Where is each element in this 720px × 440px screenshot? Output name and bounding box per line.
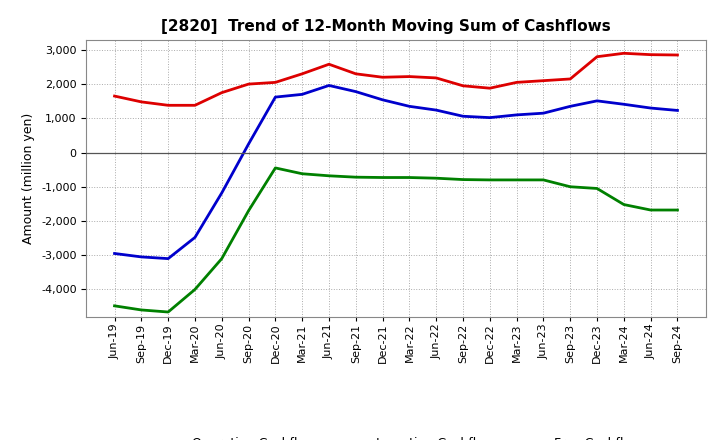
Free Cashflow: [271, 95, 279, 100]
Investing Cashflow: [539, 177, 548, 183]
Free Cashflow: [647, 106, 655, 111]
Free Cashflow: [164, 256, 173, 261]
Operating Cashflow: [191, 103, 199, 108]
Investing Cashflow: [647, 207, 655, 213]
Investing Cashflow: [405, 175, 414, 180]
Free Cashflow: [539, 110, 548, 116]
Operating Cashflow: [244, 81, 253, 87]
Operating Cashflow: [298, 71, 307, 77]
Legend: Operating Cashflow, Investing Cashflow, Free Cashflow: Operating Cashflow, Investing Cashflow, …: [146, 432, 646, 440]
Investing Cashflow: [110, 303, 119, 308]
Investing Cashflow: [217, 256, 226, 261]
Free Cashflow: [244, 141, 253, 147]
Line: Investing Cashflow: Investing Cashflow: [114, 168, 678, 312]
Investing Cashflow: [513, 177, 521, 183]
Text: [2820]  Trend of 12-Month Moving Sum of Cashflows: [2820] Trend of 12-Month Moving Sum of C…: [161, 19, 611, 34]
Operating Cashflow: [566, 76, 575, 81]
Operating Cashflow: [485, 85, 494, 91]
Investing Cashflow: [271, 165, 279, 171]
Operating Cashflow: [619, 51, 628, 56]
Free Cashflow: [378, 97, 387, 103]
Investing Cashflow: [137, 307, 145, 312]
Investing Cashflow: [351, 175, 360, 180]
Free Cashflow: [619, 102, 628, 107]
Free Cashflow: [485, 115, 494, 120]
Free Cashflow: [513, 112, 521, 117]
Operating Cashflow: [351, 71, 360, 77]
Investing Cashflow: [298, 171, 307, 176]
Investing Cashflow: [378, 175, 387, 180]
Operating Cashflow: [459, 83, 467, 88]
Operating Cashflow: [593, 54, 601, 59]
Free Cashflow: [217, 190, 226, 195]
Investing Cashflow: [593, 186, 601, 191]
Operating Cashflow: [325, 62, 333, 67]
Investing Cashflow: [432, 176, 441, 181]
Free Cashflow: [298, 92, 307, 97]
Operating Cashflow: [271, 80, 279, 85]
Operating Cashflow: [513, 80, 521, 85]
Line: Operating Cashflow: Operating Cashflow: [114, 53, 678, 105]
Line: Free Cashflow: Free Cashflow: [114, 85, 678, 259]
Investing Cashflow: [164, 309, 173, 315]
Free Cashflow: [593, 98, 601, 103]
Operating Cashflow: [164, 103, 173, 108]
Investing Cashflow: [325, 173, 333, 179]
Free Cashflow: [137, 254, 145, 260]
Operating Cashflow: [539, 78, 548, 83]
Free Cashflow: [325, 83, 333, 88]
Free Cashflow: [673, 108, 682, 113]
Free Cashflow: [110, 251, 119, 256]
Operating Cashflow: [378, 75, 387, 80]
Free Cashflow: [566, 104, 575, 109]
Investing Cashflow: [566, 184, 575, 189]
Free Cashflow: [432, 107, 441, 113]
Operating Cashflow: [673, 52, 682, 58]
Investing Cashflow: [619, 202, 628, 207]
Operating Cashflow: [217, 90, 226, 95]
Operating Cashflow: [432, 75, 441, 81]
Operating Cashflow: [405, 74, 414, 79]
Operating Cashflow: [137, 99, 145, 105]
Investing Cashflow: [459, 177, 467, 182]
Free Cashflow: [405, 104, 414, 109]
Operating Cashflow: [110, 93, 119, 99]
Free Cashflow: [351, 89, 360, 94]
Investing Cashflow: [485, 177, 494, 183]
Operating Cashflow: [647, 52, 655, 57]
Investing Cashflow: [191, 287, 199, 292]
Investing Cashflow: [673, 207, 682, 213]
Free Cashflow: [459, 114, 467, 119]
Investing Cashflow: [244, 208, 253, 213]
Y-axis label: Amount (million yen): Amount (million yen): [22, 113, 35, 244]
Free Cashflow: [191, 235, 199, 240]
